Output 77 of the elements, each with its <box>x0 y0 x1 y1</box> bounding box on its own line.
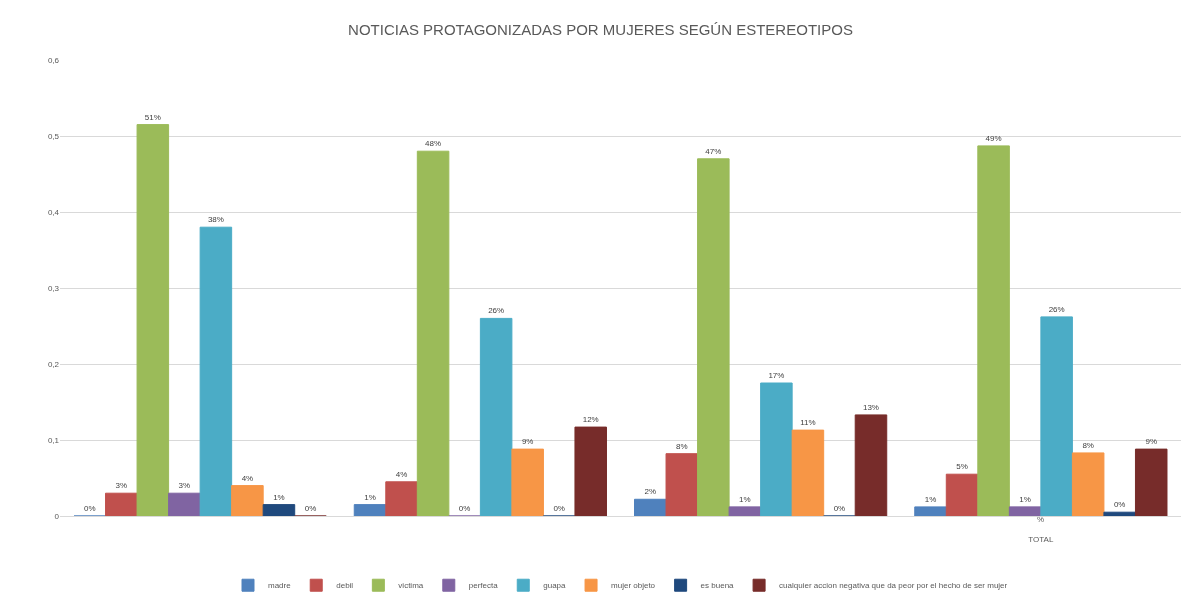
data-label: 5% <box>956 462 968 472</box>
bar <box>479 317 513 516</box>
data-label: 9% <box>1145 437 1158 447</box>
bar <box>697 158 730 516</box>
data-label: 1% <box>1019 494 1031 504</box>
y-tick-label: 0,5 <box>47 131 60 141</box>
x-tick-label: TOTAL <box>1028 534 1054 544</box>
y-tick-label: 0,1 <box>47 435 60 445</box>
data-label: 47% <box>705 146 722 156</box>
bar <box>1008 506 1042 516</box>
bar <box>385 481 418 516</box>
y-tick-label: 0,3 <box>47 283 60 293</box>
data-label: 0% <box>553 504 565 513</box>
legend-label: debil <box>336 581 354 591</box>
bar <box>262 504 296 516</box>
data-label: 0% <box>1113 500 1126 510</box>
legend-label: perfecta <box>468 581 499 591</box>
data-label: 8% <box>1082 440 1094 450</box>
data-label: 11% <box>800 418 816 428</box>
chart-title: NOTICIAS PROTAGONIZADAS POR MUJERES SEGÚN ESTEREOTIPOS <box>348 20 853 38</box>
bar <box>914 506 947 516</box>
bar <box>1103 511 1136 516</box>
y-tick-label: 0,2 <box>47 359 60 369</box>
annotation: % <box>1037 515 1045 524</box>
data-label: 48% <box>425 139 442 149</box>
legend-label: guapa <box>543 581 567 591</box>
bar <box>353 504 387 516</box>
data-label: 26% <box>488 306 505 316</box>
data-label: 3% <box>178 481 191 491</box>
bar <box>231 485 264 516</box>
legend-label: mujer objeto <box>611 581 656 591</box>
data-label: 38% <box>207 215 224 225</box>
bar <box>854 414 888 516</box>
data-label: 4% <box>241 473 254 483</box>
y-tick-label: 0 <box>54 511 60 521</box>
data-label: 13% <box>862 402 879 412</box>
data-label: 51% <box>144 112 161 122</box>
legend-label: cualquier accion negativa que da peor por el hecho de ser mujer <box>779 581 1008 591</box>
bar <box>136 124 170 516</box>
data-label: 17% <box>768 371 785 380</box>
bar <box>574 426 607 516</box>
data-label: 9% <box>521 437 534 447</box>
bar <box>791 429 825 516</box>
data-label: 1% <box>739 494 751 504</box>
data-label: 0% <box>458 504 471 513</box>
bar <box>1071 452 1105 516</box>
bar <box>1134 448 1168 516</box>
y-tick-label: 0,4 <box>47 207 60 217</box>
data-label: 4% <box>395 469 408 479</box>
legend-label: victima <box>398 581 424 591</box>
bar <box>728 506 762 516</box>
data-label: 1% <box>364 492 376 502</box>
bar <box>416 150 450 516</box>
y-tick-label: 0,6 <box>47 55 60 65</box>
bar <box>760 382 793 516</box>
bar <box>105 492 138 516</box>
legend-label: madre <box>268 581 292 591</box>
data-label: 2% <box>644 487 657 497</box>
data-label: 12% <box>582 415 599 425</box>
data-label: 1% <box>273 492 285 502</box>
data-label: 49% <box>985 133 1002 143</box>
bar <box>977 145 1010 516</box>
data-label: 26% <box>1048 304 1065 314</box>
data-label: 0% <box>304 504 317 513</box>
data-label: 0% <box>833 504 846 513</box>
data-label: 0% <box>83 504 96 513</box>
data-label: 1% <box>924 494 937 504</box>
bar <box>511 448 544 516</box>
bar <box>1040 316 1073 516</box>
data-label: 3% <box>115 481 128 491</box>
data-label: 8% <box>676 441 688 451</box>
bar <box>634 498 667 516</box>
legend-label: es buena <box>700 581 735 591</box>
bar <box>665 453 699 516</box>
bar <box>168 492 201 516</box>
bar <box>945 473 979 516</box>
bar <box>199 226 233 516</box>
